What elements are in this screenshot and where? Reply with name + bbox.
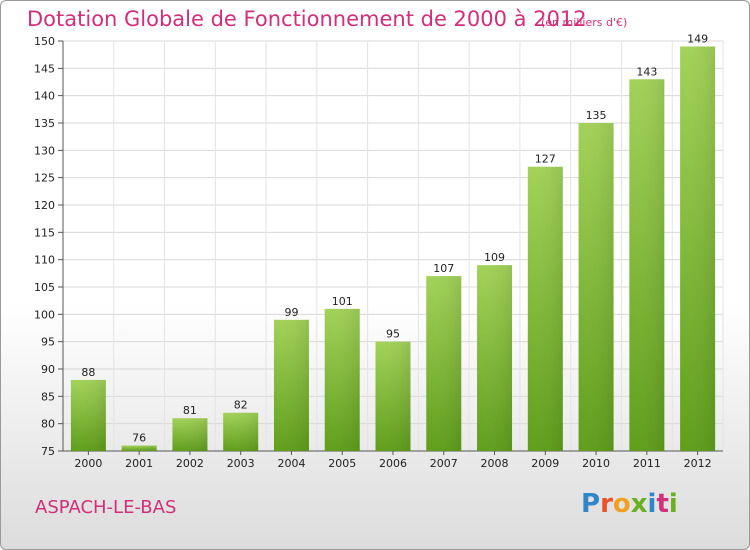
bar-shade bbox=[375, 341, 411, 451]
y-tick-label: 120 bbox=[34, 199, 55, 212]
logo-letter: P bbox=[581, 489, 601, 519]
bar-shade bbox=[578, 123, 614, 451]
bar-value-label: 143 bbox=[636, 65, 657, 78]
y-tick-label: 115 bbox=[34, 226, 55, 239]
bar-shade bbox=[70, 379, 106, 451]
bar-shade bbox=[629, 79, 665, 452]
commune-name: ASPACH-LE-BAS bbox=[35, 497, 177, 518]
bar-value-label: 88 bbox=[81, 366, 95, 379]
label-layer: 88 76 81 82 99 101 95 107 109 127 135 143 149 bbox=[81, 32, 708, 444]
y-tick-label: 80 bbox=[41, 418, 55, 431]
x-tick-label: 2012 bbox=[684, 457, 712, 470]
x-tick-label: 2010 bbox=[582, 457, 610, 470]
y-tick-label: 90 bbox=[41, 363, 55, 376]
bar-shade bbox=[527, 166, 563, 451]
bar-value-label: 95 bbox=[386, 328, 400, 341]
bar-value-label: 76 bbox=[132, 432, 146, 445]
y-tick-label: 145 bbox=[34, 62, 55, 75]
bar-value-label: 81 bbox=[183, 404, 197, 417]
chart-subtitle: (en milliers d'€) bbox=[541, 16, 628, 29]
y-tick-label: 110 bbox=[34, 254, 55, 267]
logo-letter: i bbox=[647, 489, 657, 519]
axis-layer: 75 80 85 90 95 100 105 110 115 120 125 130 135 140 145… bbox=[34, 35, 723, 470]
y-tick-label: 95 bbox=[41, 336, 55, 349]
logo-letter: r bbox=[600, 489, 613, 519]
y-tick-label: 75 bbox=[41, 445, 55, 458]
bar-shade bbox=[172, 418, 208, 451]
bar-value-label: 101 bbox=[332, 295, 353, 308]
y-tick-label: 135 bbox=[34, 117, 55, 130]
bar-shade bbox=[324, 308, 360, 451]
x-tick-label: 2001 bbox=[125, 457, 153, 470]
x-tick-label: 2007 bbox=[430, 457, 458, 470]
logo-letter: t bbox=[656, 489, 669, 519]
bar-value-label: 82 bbox=[234, 399, 248, 412]
y-tick-label: 100 bbox=[34, 308, 55, 321]
x-tick-label: 2006 bbox=[379, 457, 407, 470]
bar-value-label: 149 bbox=[687, 32, 708, 45]
bar-value-label: 127 bbox=[535, 153, 556, 166]
bar-value-label: 109 bbox=[484, 251, 505, 264]
x-tick-label: 2005 bbox=[328, 457, 356, 470]
x-tick-label: 2004 bbox=[277, 457, 305, 470]
logo-letter: x bbox=[630, 489, 648, 519]
bar-shade bbox=[121, 445, 157, 451]
bar-value-label: 135 bbox=[586, 109, 607, 122]
bar-shade bbox=[477, 265, 513, 451]
logo-letter: i bbox=[668, 489, 678, 519]
x-tick-label: 2008 bbox=[481, 457, 509, 470]
bar-shade bbox=[680, 46, 716, 451]
proxiti-logo: Proxiti bbox=[581, 489, 678, 519]
bar-shade bbox=[223, 412, 259, 451]
bar-layer bbox=[70, 46, 716, 452]
bar-value-label: 99 bbox=[284, 306, 298, 319]
bar-value-label: 107 bbox=[433, 262, 454, 275]
bar-shade bbox=[426, 276, 462, 451]
y-tick-label: 140 bbox=[34, 90, 55, 103]
y-tick-label: 105 bbox=[34, 281, 55, 294]
chart-title: Dotation Globale de Fonctionnement de 20… bbox=[27, 7, 587, 31]
y-tick-label: 85 bbox=[41, 390, 55, 403]
x-tick-label: 2011 bbox=[633, 457, 661, 470]
x-tick-label: 2003 bbox=[227, 457, 255, 470]
x-tick-label: 2000 bbox=[74, 457, 102, 470]
bar-shade bbox=[273, 319, 309, 451]
x-tick-label: 2002 bbox=[176, 457, 204, 470]
x-tick-label: 2009 bbox=[531, 457, 559, 470]
logo-letter: o bbox=[612, 489, 631, 519]
y-tick-label: 130 bbox=[34, 144, 55, 157]
y-tick-label: 125 bbox=[34, 172, 55, 185]
y-tick-label: 150 bbox=[34, 35, 55, 48]
